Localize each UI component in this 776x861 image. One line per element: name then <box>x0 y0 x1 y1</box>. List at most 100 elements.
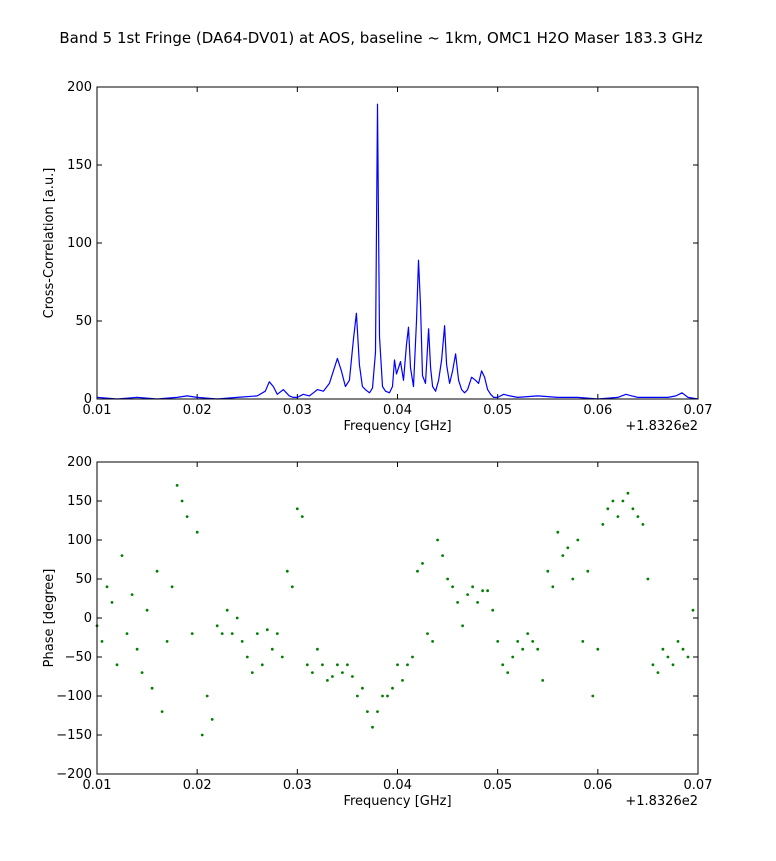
phase-data-point <box>621 499 625 503</box>
phase-data-point <box>416 569 419 573</box>
phase-data-point <box>326 679 329 682</box>
phase-data-point <box>646 577 650 581</box>
phase-data-point <box>341 671 344 674</box>
phase-data-point <box>195 530 199 534</box>
x-tick-label: 0.06 <box>583 403 612 418</box>
phase-data-point <box>180 499 184 503</box>
phase-data-point <box>456 601 459 604</box>
phase-data-point <box>125 632 129 635</box>
phase-data-point <box>270 647 274 651</box>
phase-data-point <box>551 585 555 589</box>
phase-data-point <box>631 507 635 511</box>
phase-data-point <box>240 640 244 643</box>
phase-data-point <box>366 710 369 713</box>
y-tick-label: 100 <box>67 236 92 251</box>
phase-data-point <box>501 663 505 667</box>
y-tick-label: 150 <box>67 494 92 509</box>
phase-data-point <box>185 515 189 518</box>
phase-data-point <box>130 593 134 596</box>
phase-data-point <box>596 647 600 651</box>
phase-data-point <box>431 640 434 643</box>
phase-data-point <box>676 640 680 643</box>
phase-data-point <box>441 554 444 557</box>
y-tick-label: −100 <box>56 689 92 704</box>
phase-data-point <box>506 671 510 674</box>
phase-data-point <box>516 640 520 643</box>
x-tick-label: 0.02 <box>183 403 212 418</box>
phase-data-point <box>561 554 565 557</box>
phase-data-point <box>280 655 284 659</box>
phase-data-point <box>135 647 139 651</box>
phase-data-point <box>536 647 540 651</box>
phase-data-point <box>411 655 414 659</box>
phase-data-point <box>120 554 124 557</box>
y-tick-label: 0 <box>84 392 92 407</box>
phase-data-point <box>546 569 550 573</box>
y-tick-label: 100 <box>67 533 92 548</box>
x-tick-label: 0.03 <box>283 403 312 418</box>
y-tick-label: 150 <box>67 158 92 173</box>
cross-correlation-plot-area <box>96 103 699 400</box>
phase-data-point <box>295 507 299 511</box>
phase-plot-area <box>95 484 695 737</box>
phase-data-point <box>305 663 309 667</box>
phase-data-point <box>511 655 515 659</box>
y-tick-label: −50 <box>65 650 92 665</box>
phase-data-point <box>526 632 530 635</box>
phase-data-point <box>656 671 660 674</box>
phase-data-point <box>591 694 595 698</box>
phase-data-point <box>300 515 304 518</box>
x-tick-label: 0.04 <box>383 778 412 793</box>
phase-data-point <box>140 671 144 674</box>
phase-data-point <box>175 484 179 487</box>
y-tick-label: 50 <box>75 314 92 329</box>
cross-correlation-series-line <box>96 103 699 400</box>
y-tick-label: −200 <box>56 767 92 782</box>
phase-data-point <box>145 608 149 612</box>
phase-data-point <box>336 663 339 667</box>
phase-data-point <box>461 624 464 628</box>
phase-x-offset: +1.8326e2 <box>625 794 698 809</box>
x-tick-label: 0.05 <box>483 403 512 418</box>
figure-title: Band 5 1st Fringe (DA64-DV01) at AOS, ba… <box>59 29 702 47</box>
phase-data-point <box>155 569 159 573</box>
phase-data-point <box>150 686 154 690</box>
y-tick-label: 200 <box>67 80 92 95</box>
cross-correlation-ylabel: Cross-Correlation [a.u.] <box>42 168 57 319</box>
x-tick-label: 0.06 <box>583 778 612 793</box>
phase-data-point <box>556 530 560 534</box>
phase-data-point <box>265 628 269 632</box>
phase-data-point <box>571 577 575 581</box>
phase-data-point <box>641 523 645 526</box>
phase-data-point <box>170 585 174 589</box>
phase-ylabel: Phase [degree] <box>42 569 57 668</box>
x-tick-label: 0.07 <box>684 778 713 793</box>
phase-data-point <box>481 589 484 593</box>
phase-data-point <box>105 585 109 589</box>
phase-data-point <box>346 663 349 667</box>
phase-xlabel: Frequency [GHz] <box>343 794 451 809</box>
phase-data-point <box>311 671 314 674</box>
phase-data-point <box>421 562 424 565</box>
phase-data-point <box>581 640 585 643</box>
phase-data-point <box>651 663 655 667</box>
phase-data-point <box>100 640 104 643</box>
phase-data-point <box>110 601 114 604</box>
x-tick-label: 0.05 <box>483 778 512 793</box>
phase-data-point <box>260 663 264 667</box>
cross-correlation-axes-frame <box>96 86 699 400</box>
phase-data-point <box>541 679 545 682</box>
phase-data-point <box>351 675 354 678</box>
phase-data-point <box>331 675 334 678</box>
phase-data-point <box>496 640 500 643</box>
phase-data-point <box>626 491 630 495</box>
y-tick-label: 50 <box>75 572 92 587</box>
phase-data-point <box>391 686 394 690</box>
cross-correlation-ticks: 0.01 0.02 0.03 0.04 0.05 0.06 0.07 0 50 100 150 200 <box>67 80 712 418</box>
cross-correlation-x-offset: +1.8326e2 <box>625 419 698 434</box>
phase-data-point <box>275 632 279 635</box>
x-tick-label: 0.02 <box>183 778 212 793</box>
phase-data-point <box>451 585 454 589</box>
phase-data-point <box>566 546 570 550</box>
